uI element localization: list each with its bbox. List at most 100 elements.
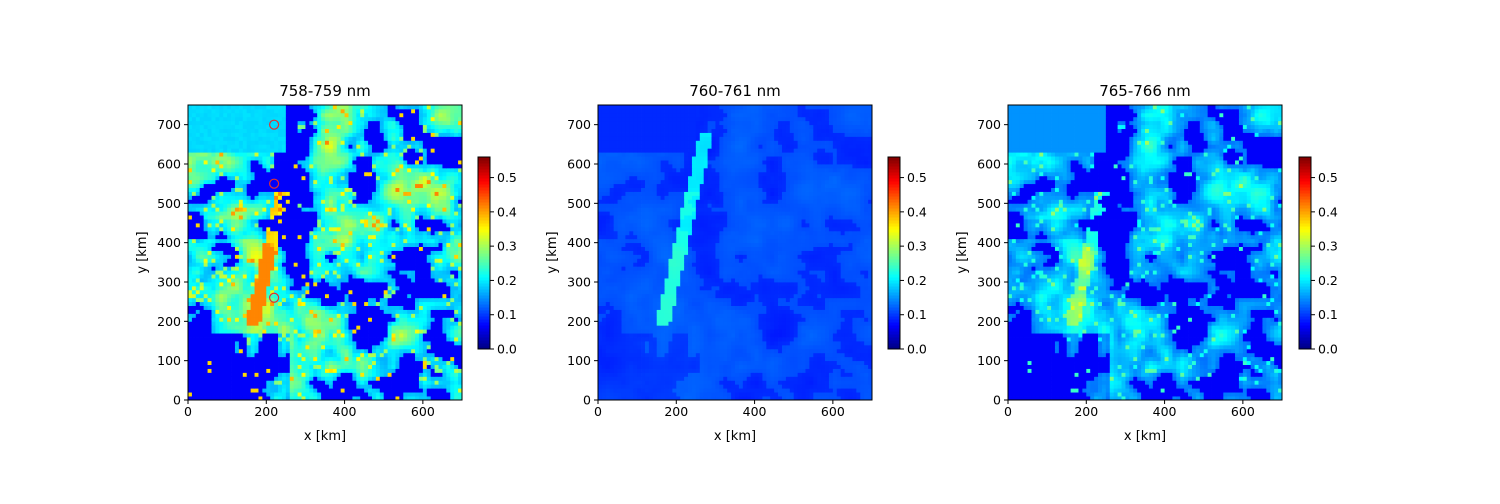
heatmap-cell (371, 313, 377, 318)
heatmap-cell (238, 278, 244, 283)
heatmap-cell (344, 223, 349, 228)
heatmap-cell (403, 289, 408, 295)
heatmap-cell (426, 309, 432, 314)
heatmap-cell (203, 183, 208, 188)
heatmap-cell (246, 175, 252, 181)
heatmap-cell (274, 321, 279, 326)
heatmap-cell (321, 136, 326, 141)
heatmap-cell (281, 396, 287, 401)
heatmap-cell (426, 187, 432, 192)
heatmap-cell (234, 191, 240, 196)
heatmap-cell (454, 128, 459, 133)
heatmap-cell (191, 384, 197, 389)
heatmap-cell (234, 183, 240, 188)
heatmap-cell (301, 128, 306, 133)
heatmap-cell (426, 297, 432, 303)
heatmap-cell (426, 136, 432, 141)
heatmap-cell (250, 325, 255, 330)
heatmap-cell (234, 175, 240, 181)
heatmap-cell (191, 167, 197, 173)
heatmap-cell (438, 285, 443, 291)
heatmap-cell (352, 207, 357, 212)
heatmap-cell (254, 246, 259, 251)
heatmap-cell (305, 258, 310, 263)
heatmap-cell (356, 333, 361, 338)
heatmap-cell (317, 148, 322, 153)
heatmap-cell (191, 156, 197, 161)
heatmap-cell (352, 230, 357, 236)
heatmap-cell (442, 246, 447, 251)
heatmap-cell (191, 368, 197, 373)
heatmap-cell (328, 164, 334, 169)
heatmap-cell (332, 148, 338, 153)
heatmap-cell (454, 341, 459, 346)
heatmap-cell (379, 164, 385, 169)
heatmap-cell (422, 215, 428, 220)
heatmap-cell (340, 368, 345, 373)
heatmap-cell (219, 120, 224, 126)
heatmap-cell (207, 333, 212, 338)
heatmap-cell (379, 234, 385, 240)
heatmap-cell (317, 156, 322, 161)
heatmap-cell (391, 368, 396, 373)
heatmap-cell (309, 242, 314, 247)
heatmap-cell (379, 156, 385, 161)
heatmap-cell (458, 301, 463, 306)
heatmap-cell (426, 364, 432, 369)
heatmap-cell (211, 140, 216, 145)
heatmap-cell (234, 372, 240, 377)
heatmap-cell (207, 156, 212, 161)
heatmap-cell (270, 136, 275, 141)
heatmap-cell (191, 148, 197, 153)
heatmap-cell (195, 234, 201, 240)
heatmap-cell (242, 297, 248, 303)
heatmap-cell (348, 258, 353, 263)
heatmap-cell (215, 337, 220, 342)
heatmap-cell (371, 234, 377, 240)
heatmap-cell (368, 191, 373, 196)
heatmap-cell (266, 266, 271, 271)
heatmap-cell (203, 234, 208, 240)
heatmap-cell (258, 333, 263, 338)
heatmap-cell (227, 128, 232, 133)
heatmap-cell (188, 116, 193, 122)
heatmap-cell (442, 191, 447, 196)
heatmap-cell (344, 344, 349, 350)
heatmap-cell (246, 270, 252, 275)
heatmap-cell (223, 376, 228, 381)
heatmap-cell (274, 329, 279, 334)
heatmap-cell (325, 132, 330, 137)
heatmap-cell (199, 384, 205, 389)
heatmap-cell (223, 297, 228, 303)
heatmap-cell (450, 278, 455, 283)
heatmap-cell (191, 191, 197, 196)
heatmap-cell (379, 203, 385, 208)
heatmap-cell (305, 223, 310, 228)
heatmap-cell (368, 175, 373, 181)
heatmap-cell (352, 215, 357, 220)
heatmap-cell (332, 301, 338, 306)
heatmap-cell (403, 380, 408, 385)
heatmap-cell (430, 120, 435, 126)
heatmap-cell (430, 156, 435, 161)
heatmap-cell (360, 148, 365, 153)
heatmap-cell (332, 120, 338, 126)
heatmap-cell (289, 254, 295, 259)
heatmap-cell (352, 270, 357, 275)
heatmap-cell (289, 380, 295, 385)
heatmap-cell (231, 270, 236, 275)
heatmap-cell (215, 160, 220, 165)
heatmap-cell (250, 160, 255, 165)
heatmap-cell (387, 341, 392, 346)
heatmap-cell (215, 396, 220, 401)
heatmap-cell (246, 183, 252, 188)
heatmap-cell (391, 160, 396, 165)
heatmap-cell (317, 152, 322, 157)
heatmap-cell (403, 321, 408, 326)
heatmap-cell (254, 171, 259, 177)
heatmap-cell (438, 164, 443, 169)
heatmap-cell (450, 219, 455, 224)
heatmap-cell (446, 258, 451, 263)
heatmap-cell (422, 199, 428, 204)
heatmap-cell (438, 148, 443, 153)
